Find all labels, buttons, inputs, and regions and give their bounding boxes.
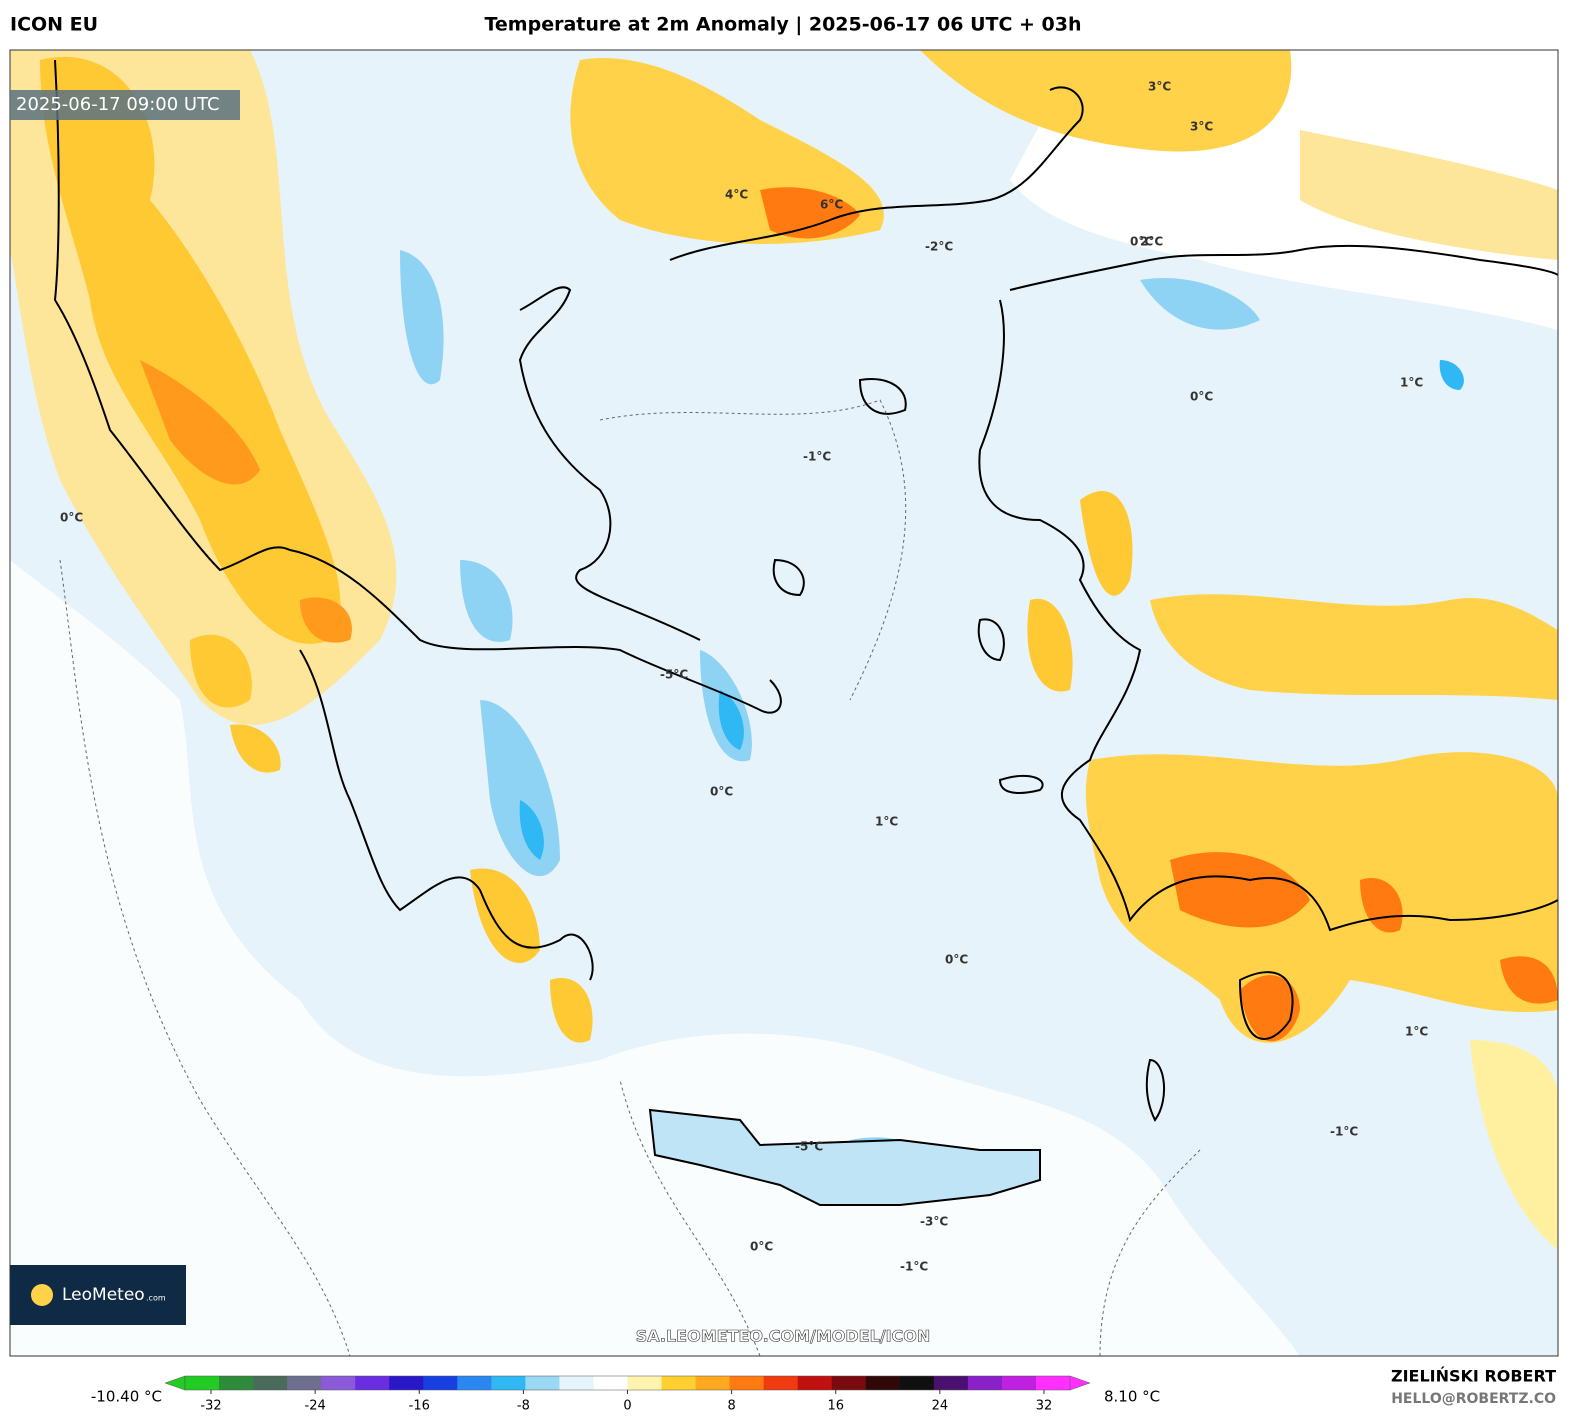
coastlines xyxy=(53,59,1558,1122)
contour-label: -1°C xyxy=(1330,1125,1358,1139)
contour-label: 2°C xyxy=(1140,235,1163,249)
colorbar-swatch xyxy=(865,1376,901,1390)
hot-area xyxy=(1170,852,1558,1042)
warm-area xyxy=(1300,130,1558,260)
colorbar-swatch xyxy=(491,1376,526,1390)
contours xyxy=(59,399,1201,1356)
contour-label: 0°C xyxy=(710,785,733,799)
contour-label: -1°C xyxy=(803,450,831,464)
colorbar-swatch xyxy=(763,1376,799,1390)
contour-label: 6°C xyxy=(820,198,843,212)
colorbar-swatch xyxy=(423,1376,458,1390)
max-label: 8.10 °C xyxy=(1104,1388,1160,1406)
warm-area xyxy=(1150,594,1558,700)
time-box xyxy=(10,90,240,120)
colorbar-swatch xyxy=(287,1376,322,1390)
contour-label: -5°C xyxy=(660,668,688,682)
colorbar-tick-label: 32 xyxy=(1036,1399,1053,1414)
colorbar-swatch xyxy=(661,1376,697,1390)
warm-area xyxy=(1027,491,1133,692)
warm-area xyxy=(40,56,341,644)
colorbar-swatch xyxy=(355,1376,390,1390)
contour-label: -2°C xyxy=(925,240,953,254)
warm-area xyxy=(470,868,593,1043)
colorbar: -10.40 °C 8.10 °C -32 -24 -16 -8 0 8 16 24 32 xyxy=(91,1375,1160,1414)
colorbar-tick-label: -16 xyxy=(409,1399,430,1414)
contour-label: 0°C xyxy=(750,1240,773,1254)
contour-label: 1°C xyxy=(875,815,898,829)
colorbar-swatch xyxy=(219,1376,254,1390)
colorbar-swatch xyxy=(933,1376,969,1390)
colorbar-swatch xyxy=(389,1376,424,1390)
logo-suffix: .com xyxy=(146,1294,166,1303)
colorbar-swatch xyxy=(1035,1376,1071,1390)
colorbar-swatch xyxy=(593,1376,628,1390)
colorbar-tick-label: -24 xyxy=(305,1399,326,1414)
contour-label: 1°C xyxy=(1400,376,1423,390)
colorbar-swatch xyxy=(899,1376,935,1390)
colorbar-tick-label: -32 xyxy=(200,1399,221,1414)
min-label: -10.40 °C xyxy=(91,1388,162,1406)
colorbar-tick-label: 16 xyxy=(827,1399,844,1414)
colorbar-swatch xyxy=(525,1376,560,1390)
contour-label: 3°C xyxy=(1148,80,1171,94)
contour-label: 0°C xyxy=(1130,235,1153,249)
logo-sun xyxy=(31,1284,53,1306)
contour-label: 4°C xyxy=(725,188,748,202)
warm-area xyxy=(190,634,281,773)
valid-time: 2025-06-17 09:00 UTC xyxy=(16,94,220,115)
contour-label: -5°C xyxy=(795,1140,823,1154)
map: 2025-06-17 09:00 UTC LeoMeteo .com SA.LE… xyxy=(9,49,1559,1357)
colorbar-tick-label: 0 xyxy=(623,1399,631,1414)
colorbar-swatch xyxy=(253,1376,288,1390)
warm-area xyxy=(1470,1040,1558,1250)
logo: LeoMeteo xyxy=(62,1285,145,1305)
colorbar-swatch xyxy=(967,1376,1003,1390)
author: ZIELIŃSKI ROBERT xyxy=(1391,1367,1556,1386)
colorbar-swatch xyxy=(1001,1376,1037,1390)
contour-label: 1°C xyxy=(1405,1025,1428,1039)
colorbar-swatch xyxy=(797,1376,833,1390)
contour-label: 0°C xyxy=(60,511,83,525)
map-frame xyxy=(9,49,1559,1357)
contour-label: 0°C xyxy=(945,953,968,967)
colorbar-swatch xyxy=(695,1376,731,1390)
contour-label: 0°C xyxy=(1190,390,1213,404)
colorbar-swatch xyxy=(627,1376,663,1390)
contour-labels: 0°C 0°C 0°C 0°C 0°C 0°C 1°C 1°C 1°C -1°C… xyxy=(60,80,1428,1274)
colorbar-tick-label: -8 xyxy=(517,1399,530,1414)
email: HELLO@ROBERTZ.CO xyxy=(1391,1391,1556,1407)
colorbar-swatch xyxy=(185,1376,220,1390)
colorbar-swatch xyxy=(559,1376,594,1390)
colorbar-swatch xyxy=(457,1376,492,1390)
contour-label: -1°C xyxy=(900,1260,928,1274)
colorbar-tick-label: 24 xyxy=(932,1399,949,1414)
warm-area xyxy=(920,50,1292,152)
hot-area xyxy=(760,187,860,239)
warm-area xyxy=(1085,752,1558,1043)
url: SA.LEOMETEO.COM/MODEL/ICON xyxy=(636,1327,931,1346)
colorbar-swatch xyxy=(729,1376,765,1390)
hot-area xyxy=(140,360,352,643)
colorbar-swatch xyxy=(321,1376,356,1390)
contour-label: 3°C xyxy=(1190,120,1213,134)
colorbar-tick-label: 8 xyxy=(727,1399,735,1414)
model-name: ICON EU xyxy=(10,14,98,36)
chart-title: Temperature at 2m Anomaly | 2025-06-17 0… xyxy=(484,14,1081,36)
contour-label: -3°C xyxy=(920,1215,948,1229)
crete xyxy=(648,1108,1041,1206)
colorbar-swatch xyxy=(831,1376,867,1390)
